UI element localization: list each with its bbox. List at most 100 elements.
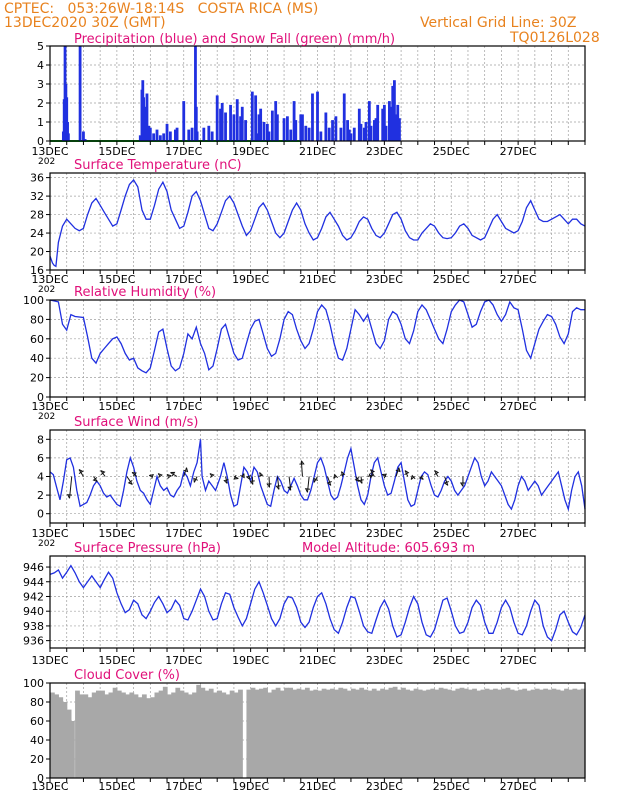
precipitation-bar [254,95,258,141]
wind-vector-head [313,477,318,483]
precipitation-year-fragment: 202 [38,157,55,167]
precipitation-bar [307,127,311,141]
wind-xtick-label: 25DEC [433,527,470,540]
wind-vector-head [245,475,252,480]
cloud-cover-bar [417,689,423,778]
wind-vector [444,476,449,486]
precipitation-bar [362,127,366,141]
wind-year-fragment: 202 [38,539,55,549]
temperature-ytick-label: 20 [30,246,44,259]
precipitation-ytick-label: 4 [37,59,44,72]
precipitation-bar [257,114,261,141]
precipitation-bar [265,123,269,141]
wind-vector [276,476,280,490]
precipitation-ytick-label: 0 [37,135,44,148]
wind-vector-head [209,473,215,478]
cloud-cover-bar [321,688,327,778]
cloud-cover-bar [254,689,260,778]
cloud-cover-bar [183,692,189,778]
wind-vector-head [223,479,229,484]
cloud-cover-xtick-label: 19DEC [232,780,269,793]
wind-vector-head [299,460,305,465]
precipitation-bar [194,46,197,141]
cloud-cover-bar [58,697,64,778]
precipitation-bar [210,131,214,141]
humidity-ytick-label: 20 [30,372,44,385]
grid-line-note: Vertical Grid Line: 30Z [420,15,577,31]
wind-vector-head [370,469,376,475]
precipitation-bar [182,101,186,141]
cloud-cover-bar [112,687,118,778]
cloud-cover-bar [66,709,72,778]
humidity-ytick-label: 40 [30,352,44,365]
cloud-cover-bar [196,684,202,778]
cloud-cover-bar [530,689,536,778]
precipitation-xtick-label: 19DEC [232,145,269,158]
wind-vector-head [326,481,332,486]
precipitation-bar [235,99,239,141]
wind-xtick-label: 15DEC [98,527,135,540]
pressure-ytick-label: 944 [23,576,44,589]
humidity-title: Relative Humidity (%) [74,285,216,300]
cloud-cover-bar [350,688,356,778]
precipitation-bar [311,93,314,141]
cloud-cover-bar [367,690,373,778]
precipitation-bar [220,103,224,141]
cloud-cover-bar [300,689,306,778]
wind-xtick-label: 23DEC [366,527,403,540]
cloud-cover-bar [104,694,110,778]
cloud-cover-bar [421,690,427,778]
temperature-ytick-label: 16 [30,264,44,277]
model-code: TQ0126L028 [510,30,600,46]
cloud-cover-bar [409,690,415,778]
cloud-cover-bar [325,689,331,778]
wind-vector-head [275,485,281,490]
wind-vector-head [266,483,272,488]
precipitation-bar [66,122,69,141]
cloud-cover-bar [467,689,473,778]
precipitation-bar [219,108,222,141]
cloud-cover-bar [258,688,264,778]
cloud-cover-bar [246,689,252,778]
precipitation-bar [274,101,278,141]
precipitation-bar [374,118,378,141]
precipitation-ytick-label: 5 [37,40,44,53]
pressure-title: Surface Pressure (hPa) [74,541,221,556]
cloud-cover-bar [426,689,431,778]
cloud-cover-bar [129,692,135,778]
precipitation-title: Precipitation (blue) and Snow Fall (gree… [74,32,395,47]
cloud-cover-bar [296,688,302,778]
cloud-cover-bar [346,690,352,778]
wind-vector-head [193,477,198,483]
cloud-cover-bar [493,688,498,778]
wind-vector-head [354,477,360,482]
precipitation-ytick-label: 1 [37,116,44,129]
precipitation-bar [372,120,376,141]
cloud-cover-bar [338,687,344,778]
cloud-cover-xtick-label: 13DEC [31,780,68,793]
precipitation-bar [347,129,351,141]
precipitation-bar [65,97,69,141]
cloud-cover-bar [497,689,503,778]
wind-vector-head [92,477,98,482]
cloud-cover-bar [559,690,565,778]
cloud-cover-bar [50,692,55,778]
cloud-cover-bar [509,689,515,778]
precipitation-xtick-label: 21DEC [299,145,336,158]
precipitation-bar [334,116,338,141]
humidity-xtick-label: 17DEC [165,400,202,413]
cloud-cover-bar [133,694,139,778]
wind-xtick-label: 13DEC [31,527,68,540]
temperature-year-fragment: 202 [38,285,55,295]
cloud-cover-bar [225,694,231,778]
cloud-cover-bar [313,689,319,778]
cloud-cover-bar [154,692,160,778]
cloud-cover-bar [430,688,436,778]
cloud-cover-bar [275,687,281,778]
cloud-cover-bar [543,688,548,778]
wind-vector-head [443,481,449,486]
precipitation-bar [367,101,371,141]
cloud-cover-bar [564,688,569,778]
cloud-cover-bar [137,697,143,778]
cloud-cover-bar [158,690,164,778]
